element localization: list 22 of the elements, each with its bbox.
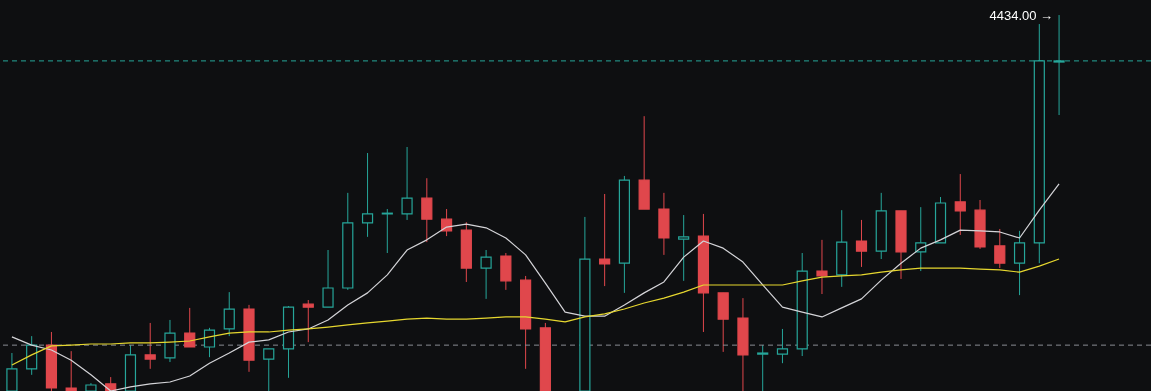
candlestick: [994, 228, 1006, 269]
candlestick: [678, 214, 690, 282]
candlestick: [421, 177, 433, 243]
annotation: 4434.00 →: [989, 8, 1054, 24]
candlestick: [599, 193, 611, 287]
candlestick: [302, 299, 314, 343]
candlestick: [816, 239, 828, 295]
candlestick: [322, 249, 334, 308]
candlestick: [361, 152, 374, 238]
candlestick: [203, 327, 216, 358]
candlestick: [776, 328, 789, 364]
candlestick: [184, 307, 196, 348]
candlestick: [144, 322, 156, 370]
candlestick: [1013, 230, 1026, 296]
candlestick: [26, 335, 38, 376]
candlestick: [855, 219, 868, 268]
candlestick: [381, 208, 393, 254]
candlestick: [65, 350, 77, 391]
candlestick: [480, 249, 492, 300]
candlestick: [954, 173, 966, 236]
candlestick: [223, 291, 235, 337]
candlestick: [401, 146, 413, 221]
